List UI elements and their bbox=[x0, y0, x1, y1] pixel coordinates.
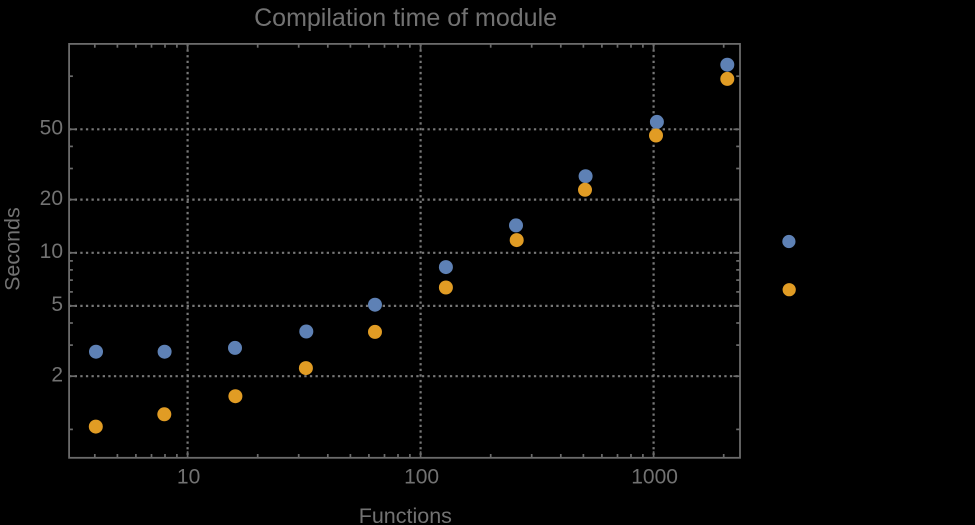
svg-text:10: 10 bbox=[177, 466, 200, 489]
svg-text:2: 2 bbox=[51, 363, 63, 386]
svg-text:Compilation time of module: Compilation time of module bbox=[254, 4, 557, 32]
svg-text:Functions: Functions bbox=[359, 504, 452, 525]
svg-text:10: 10 bbox=[40, 240, 63, 263]
svg-text:50: 50 bbox=[40, 117, 63, 140]
svg-text:Seconds: Seconds bbox=[1, 207, 25, 291]
svg-text:5: 5 bbox=[51, 293, 63, 316]
svg-text:1000: 1000 bbox=[631, 466, 678, 489]
svg-text:100: 100 bbox=[404, 466, 439, 489]
svg-text:20: 20 bbox=[40, 187, 63, 210]
